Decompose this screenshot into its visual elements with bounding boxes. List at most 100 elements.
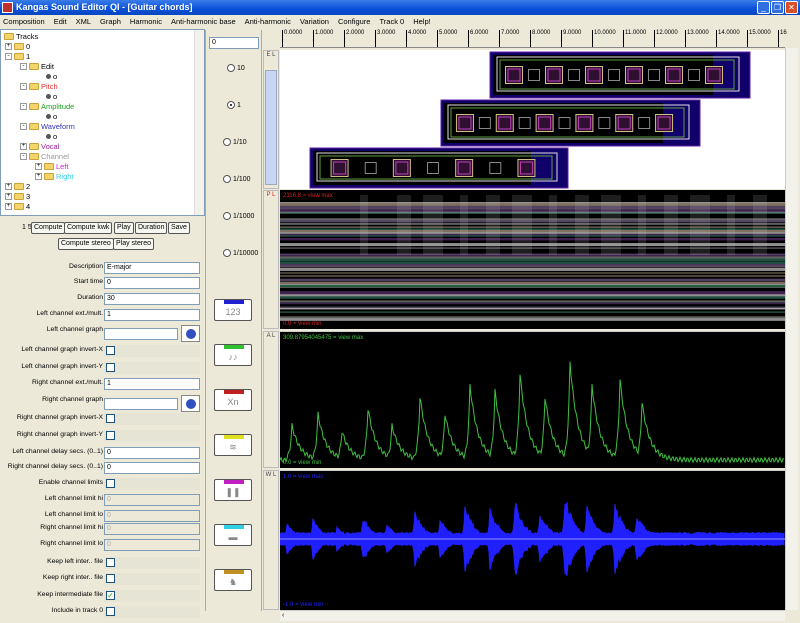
scale-radio-1-10[interactable]: 1/10 bbox=[223, 138, 247, 146]
graph-picker-button[interactable] bbox=[181, 325, 200, 342]
tree-node[interactable]: +0 bbox=[5, 42, 30, 51]
tree-node[interactable]: - Pitch bbox=[20, 82, 58, 91]
expand-icon[interactable]: + bbox=[5, 43, 12, 50]
field-input[interactable]: 1 bbox=[104, 309, 200, 321]
tree-node[interactable]: o bbox=[35, 92, 57, 101]
amplitude-view[interactable]: 309.87954045475 = view max 0.0 = view mi… bbox=[280, 331, 785, 468]
folder-icon bbox=[14, 203, 24, 210]
menu-anti-harmonic-base[interactable]: Anti-harmonic base bbox=[171, 15, 236, 28]
expand-icon[interactable]: + bbox=[5, 203, 12, 210]
compute-kwk-button[interactable]: Compute kwk bbox=[64, 222, 112, 234]
collapse-icon[interactable]: - bbox=[20, 153, 27, 160]
menu-variation[interactable]: Variation bbox=[300, 15, 329, 28]
tree-node[interactable]: + Vocal bbox=[20, 142, 59, 151]
field-input[interactable]: E-major bbox=[104, 262, 200, 274]
field-checkbox[interactable] bbox=[106, 363, 115, 372]
tree-node[interactable]: +4 bbox=[5, 202, 30, 211]
field-checkbox[interactable] bbox=[106, 574, 115, 583]
edit-scrollbar[interactable] bbox=[265, 70, 277, 185]
field-input[interactable]: 0 bbox=[104, 462, 200, 474]
menu-track-0[interactable]: Track 0 bbox=[379, 15, 404, 28]
graph-input[interactable] bbox=[104, 328, 178, 340]
pitch-view[interactable]: 2116.8 = view max 0.0 = view min bbox=[280, 190, 785, 329]
tree-node[interactable]: - Channel bbox=[20, 152, 69, 161]
track-tree[interactable]: Tracks +0-1- Edit o - Pitch o - Amplitude o - Wavef… bbox=[0, 29, 205, 216]
collapse-icon[interactable]: - bbox=[20, 63, 27, 70]
scale-radio-1-100[interactable]: 1/100 bbox=[223, 175, 251, 183]
minus-tool-button[interactable]: ▬ bbox=[214, 524, 252, 546]
menu-harmonic[interactable]: Harmonic bbox=[130, 15, 162, 28]
tree-node[interactable]: +3 bbox=[5, 192, 30, 201]
field-checkbox[interactable] bbox=[106, 558, 115, 567]
field-checkbox[interactable] bbox=[106, 607, 115, 616]
expand-icon[interactable]: + bbox=[20, 143, 27, 150]
restore-button[interactable]: ❐ bbox=[771, 1, 784, 14]
tree-root[interactable]: Tracks bbox=[4, 32, 38, 41]
field-input[interactable]: 30 bbox=[104, 293, 200, 305]
tree-scrollbar[interactable] bbox=[194, 30, 204, 215]
duration-button[interactable]: Duration bbox=[135, 222, 167, 234]
graph-picker-button[interactable] bbox=[181, 395, 200, 412]
xn-tool-button[interactable]: Xn bbox=[214, 389, 252, 411]
play-button[interactable]: Play bbox=[114, 222, 134, 234]
collapse-icon[interactable]: - bbox=[5, 53, 12, 60]
minimize-button[interactable]: _ bbox=[757, 1, 770, 14]
expand-icon[interactable]: + bbox=[35, 163, 42, 170]
time-ruler[interactable]: 0.0000 1.0000 2.0000 3.0000 4.0000 5.0000 6.00… bbox=[280, 30, 785, 48]
collapse-icon[interactable]: - bbox=[20, 83, 27, 90]
compute-button[interactable]: Compute bbox=[31, 222, 65, 234]
waveform-view[interactable]: 1.0 = view max -1.0 = view min bbox=[280, 470, 785, 610]
tree-node[interactable]: o bbox=[35, 112, 57, 121]
menu-edit[interactable]: Edit bbox=[54, 15, 67, 28]
tree-node[interactable]: + Right bbox=[35, 172, 74, 181]
field-checkbox[interactable] bbox=[106, 431, 115, 440]
save-button[interactable]: Save bbox=[168, 222, 190, 234]
scale-radio-10[interactable]: 10 bbox=[227, 64, 245, 72]
wave-icon: ≋ bbox=[229, 442, 237, 452]
scale-radio-1[interactable]: 1 bbox=[227, 101, 241, 109]
vertical-scrollbar[interactable] bbox=[785, 48, 798, 610]
tree-node[interactable]: o bbox=[35, 72, 57, 81]
field-input[interactable]: 0 bbox=[104, 447, 200, 459]
expand-icon[interactable]: + bbox=[35, 173, 42, 180]
tree-node[interactable]: o bbox=[35, 132, 57, 141]
expand-icon[interactable]: + bbox=[5, 183, 12, 190]
menu-composition[interactable]: Composition bbox=[3, 15, 45, 28]
numbers-tool-button[interactable]: 123 bbox=[214, 299, 252, 321]
collapse-icon[interactable]: - bbox=[20, 103, 27, 110]
field-input[interactable]: 1 bbox=[104, 378, 200, 390]
expand-icon[interactable]: + bbox=[5, 193, 12, 200]
field-checkbox[interactable] bbox=[106, 414, 115, 423]
menu-configure[interactable]: Configure bbox=[338, 15, 371, 28]
play-stereo-button[interactable]: Play stereo bbox=[113, 238, 154, 250]
field-checkbox[interactable] bbox=[106, 479, 115, 488]
pause-tool-button[interactable]: ❚❚ bbox=[214, 479, 252, 501]
collapse-icon[interactable]: - bbox=[20, 123, 27, 130]
menu-xml[interactable]: XML bbox=[76, 15, 91, 28]
notes-tool-button[interactable]: ♪♪ bbox=[214, 344, 252, 366]
graph-input[interactable] bbox=[104, 398, 178, 410]
tree-node[interactable]: - Waveform bbox=[20, 122, 75, 131]
field-checkbox[interactable] bbox=[106, 346, 115, 355]
menu-anti-harmonic[interactable]: Anti-harmonic bbox=[245, 15, 291, 28]
menu-help-[interactable]: Help! bbox=[413, 15, 431, 28]
scale-radio-1-1000[interactable]: 1/1000 bbox=[223, 212, 254, 220]
compute-stereo-button[interactable]: Compute stereo bbox=[58, 238, 114, 250]
scale-radio-1-10000[interactable]: 1/10000 bbox=[223, 249, 258, 257]
notes-icon: ♪♪ bbox=[229, 352, 238, 362]
tree-node[interactable]: -1 bbox=[5, 52, 30, 61]
close-button[interactable]: ✕ bbox=[785, 1, 798, 14]
horizontal-scrollbar[interactable]: ‹ bbox=[280, 610, 785, 621]
tree-node[interactable]: - Amplitude bbox=[20, 102, 74, 111]
tree-node[interactable]: - Edit bbox=[20, 62, 54, 71]
scale-input[interactable]: 0 bbox=[209, 37, 259, 49]
figure-tool-button[interactable]: ♞ bbox=[214, 569, 252, 591]
edit-view[interactable] bbox=[280, 50, 785, 189]
wave-tool-button[interactable]: ≋ bbox=[214, 434, 252, 456]
tree-node[interactable]: + Left bbox=[35, 162, 69, 171]
field-checkbox[interactable]: ✓ bbox=[106, 591, 115, 600]
tree-node[interactable]: +2 bbox=[5, 182, 30, 191]
scroll-left-icon[interactable]: ‹ bbox=[282, 612, 290, 620]
menu-graph[interactable]: Graph bbox=[100, 15, 121, 28]
field-input[interactable]: 0 bbox=[104, 277, 200, 289]
